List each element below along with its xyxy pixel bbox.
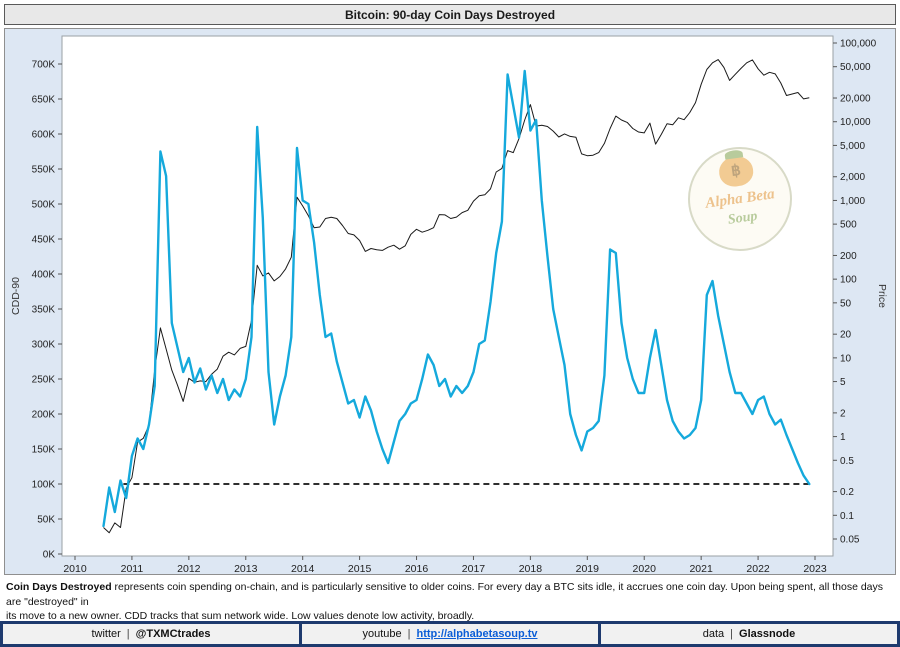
chart-footnote: Coin Days Destroyed represents coin spen…: [6, 580, 894, 624]
data-label: data: [702, 628, 725, 640]
svg-text:0.2: 0.2: [840, 487, 854, 498]
svg-text:10,000: 10,000: [840, 117, 871, 128]
svg-text:2014: 2014: [291, 563, 315, 574]
chart-title-bar: Bitcoin: 90-day Coin Days Destroyed: [4, 4, 896, 25]
separator: |: [126, 628, 130, 640]
svg-text:250K: 250K: [32, 375, 56, 386]
svg-text:1: 1: [840, 432, 846, 443]
footnote-line-1: Coin Days Destroyed represents coin spen…: [6, 580, 894, 609]
svg-text:2023: 2023: [803, 563, 827, 574]
svg-text:300K: 300K: [32, 340, 56, 351]
svg-text:0.5: 0.5: [840, 456, 854, 467]
svg-text:100K: 100K: [32, 480, 56, 491]
separator: |: [730, 628, 734, 640]
youtube-label: youtube: [362, 628, 402, 640]
page: { "title": "Bitcoin: 90-day Coin Days De…: [0, 4, 900, 647]
svg-text:Price: Price: [876, 284, 888, 308]
svg-text:2019: 2019: [576, 563, 600, 574]
svg-text:20: 20: [840, 330, 852, 341]
footer-data-cell: data | Glassnode: [601, 624, 897, 644]
svg-text:2016: 2016: [405, 563, 429, 574]
svg-text:150K: 150K: [32, 445, 56, 456]
svg-text:2018: 2018: [519, 563, 543, 574]
svg-text:200K: 200K: [32, 410, 56, 421]
chart-svg: 2010 2011 2012 2013 2014 2015 2016 2017 2018 2019…: [10, 35, 888, 574]
svg-text:2020: 2020: [633, 563, 657, 574]
svg-text:20,000: 20,000: [840, 94, 871, 105]
svg-text:2010: 2010: [63, 563, 87, 574]
svg-text:650K: 650K: [32, 95, 56, 106]
separator: |: [407, 628, 411, 640]
footnote-bold-lead: Coin Days Destroyed: [6, 581, 112, 593]
footnote-rest: represents coin spending on-chain, and i…: [6, 581, 884, 608]
svg-text:350K: 350K: [32, 305, 56, 316]
svg-text:50,000: 50,000: [840, 62, 871, 73]
svg-text:10: 10: [840, 353, 852, 364]
svg-text:0K: 0K: [43, 550, 56, 561]
svg-text:400K: 400K: [32, 270, 56, 281]
footer-twitter-cell: twitter | @TXMCtrades: [3, 624, 299, 644]
svg-text:550K: 550K: [32, 165, 56, 176]
twitter-handle: @TXMCtrades: [135, 628, 211, 640]
svg-text:100,000: 100,000: [840, 39, 877, 50]
svg-text:50: 50: [840, 298, 852, 309]
chart-region: 2010 2011 2012 2013 2014 2015 2016 2017 2018 2019…: [4, 28, 896, 575]
twitter-label: twitter: [91, 628, 121, 640]
svg-text:100: 100: [840, 275, 857, 286]
svg-text:0.05: 0.05: [840, 535, 860, 546]
svg-text:600K: 600K: [32, 130, 56, 141]
svg-text:50K: 50K: [37, 515, 55, 526]
svg-text:5: 5: [840, 377, 846, 388]
youtube-link[interactable]: http://alphabetasoup.tv: [416, 628, 538, 640]
footer-bar: twitter | @TXMCtrades youtube | http://a…: [0, 621, 900, 647]
svg-text:2022: 2022: [746, 563, 770, 574]
svg-text:2017: 2017: [462, 563, 486, 574]
svg-text:2011: 2011: [121, 563, 144, 574]
svg-text:CDD-90: CDD-90: [10, 277, 22, 315]
svg-text:5,000: 5,000: [840, 141, 865, 152]
svg-text:2012: 2012: [177, 563, 201, 574]
svg-text:450K: 450K: [32, 235, 56, 246]
svg-text:1,000: 1,000: [840, 196, 865, 207]
svg-text:2021: 2021: [689, 563, 713, 574]
svg-text:2,000: 2,000: [840, 172, 865, 183]
svg-text:500K: 500K: [32, 200, 56, 211]
svg-text:200: 200: [840, 251, 857, 262]
data-source: Glassnode: [739, 628, 796, 640]
footer-youtube-cell: youtube | http://alphabetasoup.tv: [302, 624, 598, 644]
footnote-line-2: its move to a new owner. CDD tracks that…: [6, 610, 475, 623]
svg-text:2015: 2015: [348, 563, 372, 574]
svg-text:2013: 2013: [234, 563, 258, 574]
svg-text:500: 500: [840, 220, 857, 231]
svg-text:0.1: 0.1: [840, 511, 854, 522]
svg-text:700K: 700K: [32, 60, 56, 71]
page-title: Bitcoin: 90-day Coin Days Destroyed: [344, 7, 556, 22]
svg-text:2: 2: [840, 408, 846, 419]
